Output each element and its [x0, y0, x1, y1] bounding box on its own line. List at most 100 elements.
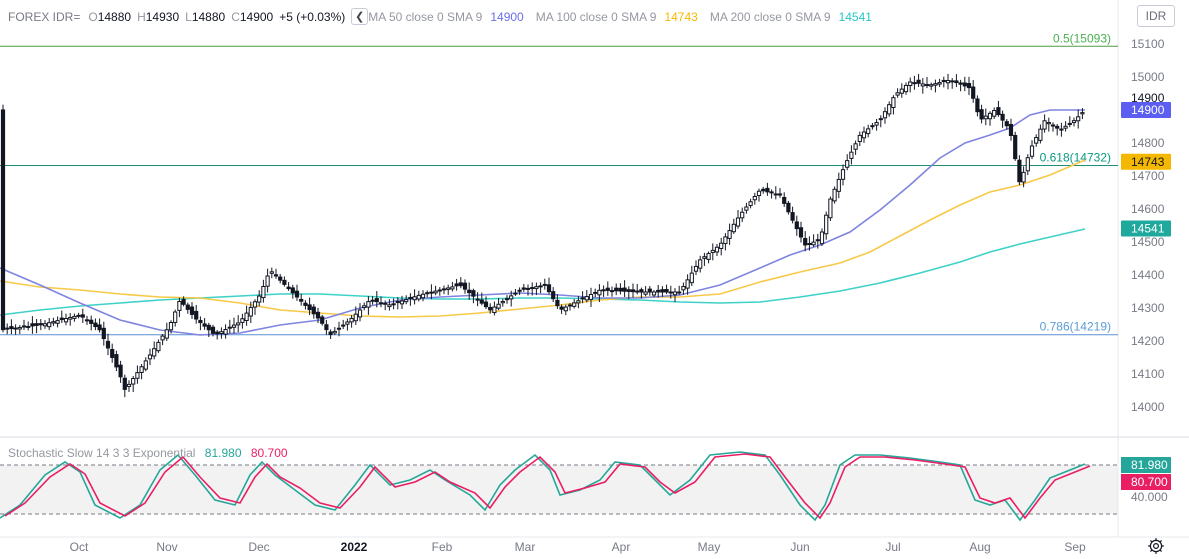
candle — [1025, 154, 1030, 176]
candle — [723, 233, 728, 251]
stochastic-pane: 40.000 81.980 80.700 — [0, 451, 1171, 522]
candle — [496, 298, 501, 311]
candle — [538, 282, 543, 294]
candle — [97, 318, 102, 333]
candle — [122, 374, 127, 398]
candle — [391, 298, 396, 310]
high-label: H — [137, 9, 146, 24]
candle — [168, 320, 174, 334]
candle — [429, 284, 434, 300]
candle — [1076, 109, 1081, 129]
time-axis-label: Aug — [969, 540, 990, 554]
ma50-label: MA 50 close 0 SMA 9 — [368, 9, 483, 24]
price-tick-label: 14700 — [1131, 169, 1165, 183]
candle — [1042, 114, 1047, 133]
candle — [651, 289, 657, 298]
ma100-price-badge: 14743 — [1131, 155, 1165, 169]
stoch-d-badge-bg — [1121, 474, 1171, 490]
candle — [929, 82, 934, 91]
candle — [341, 319, 346, 330]
candle — [294, 284, 300, 301]
candle — [866, 124, 871, 138]
candle — [693, 260, 699, 275]
candle — [1080, 108, 1085, 120]
candle — [689, 265, 694, 287]
candle — [164, 322, 169, 341]
fib-label: 0.5(15093) — [1053, 31, 1111, 45]
candle — [685, 274, 690, 295]
collapse-legend-button[interactable]: ❮ — [351, 8, 369, 25]
candle — [668, 285, 673, 299]
candle — [328, 329, 333, 339]
candle — [412, 289, 417, 305]
candle — [290, 284, 295, 299]
time-axis[interactable]: Oct Nov Dec 2022 Feb Mar Apr May Jun Jul Aug Sep — [70, 540, 1086, 554]
candle — [794, 215, 799, 236]
candle — [488, 303, 493, 314]
candle — [206, 322, 211, 338]
candle — [605, 281, 610, 296]
candle — [362, 302, 367, 311]
ma200-value: 14541 — [838, 9, 872, 24]
open-label: O — [88, 9, 98, 24]
candle — [475, 292, 480, 307]
candle — [492, 301, 497, 316]
candle — [924, 76, 930, 89]
candle — [1021, 166, 1026, 188]
candle — [257, 290, 262, 307]
candle — [660, 286, 665, 297]
candle — [42, 320, 48, 329]
candle — [59, 310, 64, 323]
price-labels: 14900 14743 14541 — [1121, 102, 1171, 237]
candle — [80, 308, 85, 323]
candle — [51, 317, 56, 326]
candle — [223, 324, 228, 339]
candle — [143, 357, 148, 372]
stochastic-label: Stochastic Slow 14 3 3 Exponential — [8, 446, 196, 460]
ma50-price-badge: 14900 — [1131, 103, 1165, 117]
candle — [483, 296, 489, 310]
candle — [504, 295, 510, 304]
candle — [17, 325, 22, 334]
candle — [761, 186, 766, 194]
candle — [131, 375, 136, 392]
candle — [420, 290, 426, 302]
price-tick-label: 14600 — [1131, 202, 1165, 216]
candle — [450, 281, 455, 292]
candle — [105, 333, 111, 356]
candle — [630, 283, 636, 298]
candle — [248, 301, 253, 324]
candle — [21, 319, 27, 330]
candle — [815, 233, 820, 249]
candle — [68, 313, 73, 326]
candles — [0, 73, 1085, 398]
ma200-price-badge-bg — [1121, 220, 1171, 237]
candle — [471, 288, 476, 304]
candle — [433, 285, 438, 296]
candle — [286, 282, 291, 291]
candle — [261, 279, 266, 303]
candle — [63, 313, 69, 326]
settings-gear-icon[interactable] — [1147, 537, 1165, 555]
symbol-label: FOREX IDR= — [8, 9, 81, 24]
candle — [756, 188, 762, 202]
candle — [215, 329, 220, 340]
candle — [416, 290, 421, 302]
candle — [626, 286, 631, 300]
candle — [366, 296, 371, 315]
candle — [404, 295, 409, 305]
candle — [916, 73, 921, 87]
candle — [752, 192, 757, 205]
candle — [231, 317, 237, 334]
stochastic-legend: Stochastic Slow 14 3 3 Exponential 81.98… — [8, 446, 288, 460]
candle — [966, 76, 972, 96]
candle — [1017, 155, 1022, 186]
candle — [38, 319, 43, 331]
candle — [118, 360, 123, 383]
candle — [1055, 124, 1060, 136]
candle — [101, 321, 106, 346]
candle — [731, 218, 736, 234]
currency-button[interactable]: IDR — [1137, 5, 1175, 27]
stoch-tick-label: 40.000 — [1131, 490, 1168, 504]
